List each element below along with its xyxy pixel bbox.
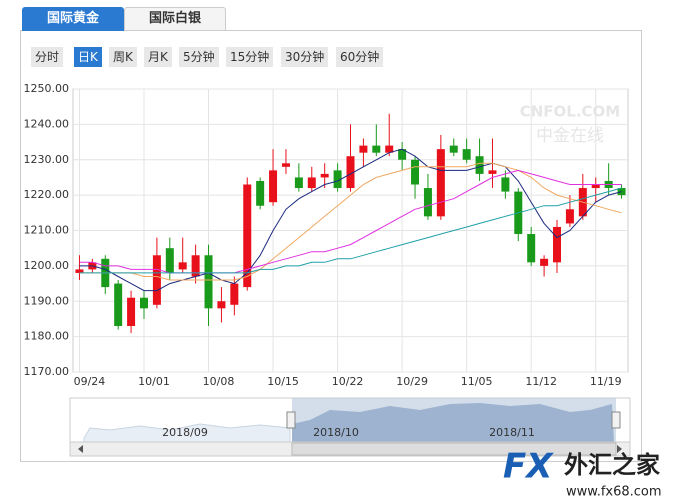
candle-body (294, 177, 303, 189)
candle-body (333, 170, 342, 189)
navigator-handle[interactable] (611, 411, 621, 429)
logo-name: 外汇之家 (564, 451, 660, 479)
logo-url: www.fx68.com (566, 485, 662, 500)
candle-body (243, 184, 252, 288)
moving-average (79, 187, 622, 274)
candle-body (217, 301, 226, 309)
moving-average (79, 162, 622, 281)
candle-body (307, 177, 316, 189)
scrollbar-thumb[interactable] (291, 442, 617, 456)
x-tick-label: 11/05 (461, 375, 493, 388)
y-tick-label: 1210.00 (24, 224, 70, 237)
y-tick-label: 1180.00 (24, 330, 70, 343)
navigator-handle[interactable] (286, 411, 296, 429)
navigator-label: 2018/09 (162, 426, 208, 439)
candle-body (165, 248, 174, 273)
candle-body (411, 159, 420, 185)
period-button[interactable]: 5分钟 (179, 47, 219, 67)
candle-body (346, 156, 355, 189)
period-button[interactable]: 30分钟 (281, 47, 329, 67)
y-tick-label: 1200.00 (24, 259, 70, 272)
candle-body (127, 297, 136, 327)
candle-body (475, 156, 484, 174)
candle-body (527, 234, 536, 263)
period-button[interactable]: 15分钟 (226, 47, 274, 67)
y-tick-label: 1170.00 (24, 365, 70, 378)
x-tick-label: 10/08 (203, 375, 235, 388)
candle-body (436, 149, 445, 217)
candle-body (320, 173, 329, 178)
candle-body (565, 209, 574, 224)
candle-body (385, 145, 394, 153)
logo-mark: FX (503, 447, 554, 487)
candle-body (191, 255, 200, 277)
candle-body (591, 184, 600, 189)
tab[interactable]: 国际黄金 (22, 7, 124, 31)
x-tick-label: 10/22 (332, 375, 364, 388)
navigator: 2018/09 2018/10 2018/11 (69, 397, 631, 457)
candle-body (256, 180, 265, 206)
candle-body (281, 163, 290, 167)
period-button[interactable]: 分时 (31, 47, 64, 67)
candle-body (139, 297, 148, 309)
tab[interactable]: 国际白银 (124, 7, 226, 31)
chart-frame (20, 30, 642, 462)
candle-body (230, 283, 239, 305)
candle-body (449, 145, 458, 153)
period-button[interactable]: 60分钟 (336, 47, 384, 67)
candle-body (488, 170, 497, 174)
candle-body (501, 177, 510, 192)
y-tick-label: 1190.00 (24, 294, 70, 307)
watermark: CNFOL.COM (520, 103, 621, 121)
logo: FX 外汇之家 www.fx68.com (503, 447, 662, 500)
candle-body (75, 269, 84, 273)
candle-body (423, 188, 432, 217)
period-button[interactable]: 日K (74, 47, 102, 67)
x-tick-label: 10/15 (267, 375, 299, 388)
x-tick-label: 11/12 (525, 375, 557, 388)
candle-body (540, 258, 549, 266)
candle-body (114, 283, 123, 327)
candle-body (372, 145, 381, 153)
x-tick-label: 09/24 (74, 375, 106, 388)
period-button[interactable]: 月K (144, 47, 172, 67)
y-tick-label: 1250.00 (24, 82, 70, 95)
candle-body (553, 226, 562, 263)
candle-body (204, 255, 213, 309)
candle-body (152, 255, 161, 305)
y-tick-label: 1230.00 (24, 153, 70, 166)
navigator-label: 2018/11 (489, 426, 535, 439)
moving-average (79, 148, 622, 292)
y-tick-label: 1220.00 (24, 188, 70, 201)
candle-body (359, 145, 368, 153)
watermark: 中金在线 (536, 126, 604, 146)
candle-body (617, 188, 626, 196)
x-tick-label: 10/01 (138, 375, 170, 388)
x-tick-label: 11/19 (590, 375, 622, 388)
y-tick-label: 1240.00 (24, 117, 70, 130)
period-button[interactable]: 周K (109, 47, 137, 67)
navigator-label: 2018/10 (313, 426, 359, 439)
x-tick-label: 10/29 (396, 375, 428, 388)
candle-body (178, 262, 187, 270)
candle-body (462, 149, 471, 160)
candle-body (269, 170, 278, 203)
navigator-area (292, 403, 614, 442)
candle-body (398, 149, 407, 160)
